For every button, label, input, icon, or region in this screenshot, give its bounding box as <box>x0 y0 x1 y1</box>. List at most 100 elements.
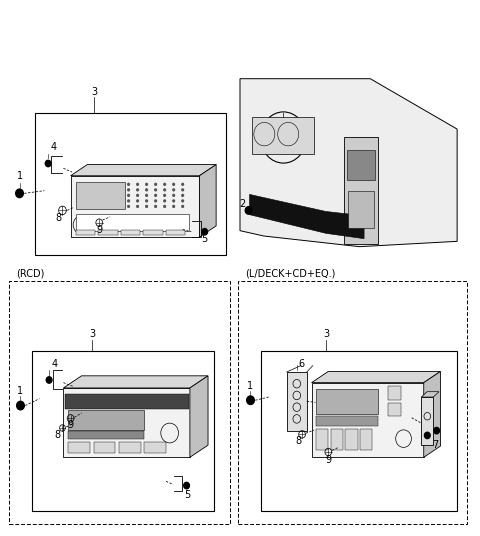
Circle shape <box>164 195 166 196</box>
Circle shape <box>434 427 440 434</box>
Bar <box>33 351 214 511</box>
Circle shape <box>182 183 183 185</box>
Circle shape <box>128 195 130 196</box>
Bar <box>344 137 378 244</box>
Text: 1: 1 <box>17 385 24 396</box>
Bar <box>360 429 372 450</box>
Circle shape <box>173 183 175 185</box>
Circle shape <box>155 200 156 202</box>
Bar <box>316 416 378 426</box>
Text: 7: 7 <box>432 440 439 450</box>
Circle shape <box>45 160 51 167</box>
Bar <box>119 442 141 453</box>
Bar <box>63 388 190 457</box>
Bar <box>69 442 90 453</box>
Bar <box>121 230 140 235</box>
Text: 2: 2 <box>239 199 245 209</box>
Bar <box>262 351 457 511</box>
Polygon shape <box>424 371 441 457</box>
Bar <box>98 230 118 235</box>
Text: 8: 8 <box>295 436 301 446</box>
Circle shape <box>245 207 252 214</box>
Circle shape <box>182 205 183 207</box>
Circle shape <box>137 195 138 196</box>
Polygon shape <box>199 165 216 237</box>
Bar <box>76 230 95 235</box>
Circle shape <box>173 189 175 191</box>
Bar <box>331 429 343 450</box>
Bar <box>287 372 307 430</box>
Bar <box>388 386 401 400</box>
Circle shape <box>155 183 156 185</box>
Circle shape <box>146 200 147 202</box>
Polygon shape <box>71 165 216 176</box>
Circle shape <box>128 183 130 185</box>
Text: (L/DECK+CD+EQ.): (L/DECK+CD+EQ.) <box>245 269 335 278</box>
Text: 8: 8 <box>55 430 61 440</box>
Polygon shape <box>421 392 439 397</box>
Circle shape <box>137 200 138 202</box>
Circle shape <box>137 183 138 185</box>
Circle shape <box>164 205 166 207</box>
Circle shape <box>182 189 183 191</box>
Polygon shape <box>250 195 364 239</box>
Circle shape <box>137 205 138 207</box>
Text: 3: 3 <box>89 329 95 339</box>
Bar <box>252 117 314 154</box>
Bar <box>76 182 125 210</box>
Bar <box>348 191 374 228</box>
Polygon shape <box>312 371 441 383</box>
Bar <box>316 389 378 414</box>
Circle shape <box>146 205 147 207</box>
Text: 6: 6 <box>298 359 304 369</box>
Text: 9: 9 <box>325 455 331 465</box>
Circle shape <box>184 482 190 489</box>
Bar <box>76 214 189 231</box>
Circle shape <box>164 183 166 185</box>
Bar <box>71 176 199 237</box>
Text: (RCD): (RCD) <box>16 269 44 278</box>
Bar <box>69 410 144 429</box>
Circle shape <box>128 189 130 191</box>
Bar <box>421 397 433 445</box>
Bar <box>345 429 358 450</box>
Text: 3: 3 <box>91 87 97 97</box>
Circle shape <box>17 401 24 410</box>
Circle shape <box>146 189 147 191</box>
Circle shape <box>155 205 156 207</box>
Text: 9: 9 <box>96 225 102 235</box>
Circle shape <box>146 183 147 185</box>
Circle shape <box>155 195 156 196</box>
Circle shape <box>173 205 175 207</box>
Bar <box>347 150 375 180</box>
Circle shape <box>182 195 183 196</box>
Circle shape <box>173 200 175 202</box>
Text: 8: 8 <box>56 213 62 223</box>
Bar <box>94 442 115 453</box>
Circle shape <box>202 228 207 235</box>
Circle shape <box>247 396 254 405</box>
Circle shape <box>164 189 166 191</box>
Bar <box>312 383 424 457</box>
Circle shape <box>155 189 156 191</box>
Bar <box>144 442 166 453</box>
Polygon shape <box>190 376 208 457</box>
Circle shape <box>16 189 24 198</box>
Bar <box>35 114 226 255</box>
Text: 9: 9 <box>68 420 73 430</box>
Circle shape <box>137 189 138 191</box>
Polygon shape <box>63 376 208 388</box>
Circle shape <box>173 195 175 196</box>
Text: 5: 5 <box>202 234 208 244</box>
Bar <box>144 230 163 235</box>
Bar <box>69 431 144 440</box>
Text: 1: 1 <box>16 172 23 181</box>
Bar <box>65 393 189 409</box>
Circle shape <box>424 432 430 438</box>
Text: 1: 1 <box>247 382 253 391</box>
Text: 3: 3 <box>323 329 329 339</box>
Circle shape <box>164 200 166 202</box>
Bar <box>166 230 185 235</box>
Circle shape <box>46 377 52 383</box>
Text: 4: 4 <box>51 143 57 152</box>
